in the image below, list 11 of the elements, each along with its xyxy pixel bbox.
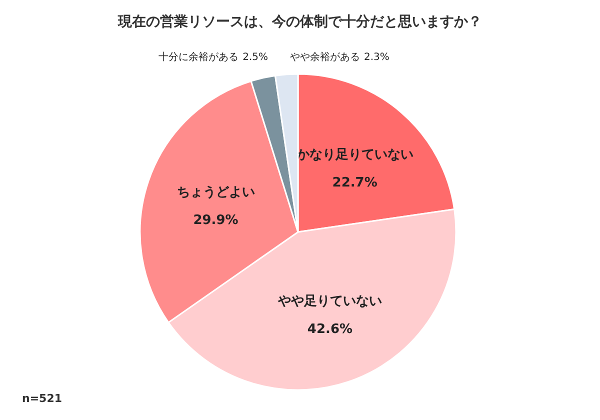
data-label: 22.7% bbox=[332, 175, 378, 190]
data-label: 29.9% bbox=[193, 212, 238, 228]
slice-label: やや余裕がある bbox=[290, 51, 360, 63]
data-label: 42.6% bbox=[307, 322, 353, 337]
text: n=521 bbox=[22, 392, 62, 405]
data-label: 2.5% bbox=[242, 52, 268, 63]
chart-title: 現在の営業リソースは、今の体制で十分だと思いますか？ bbox=[117, 14, 482, 30]
data-label: 2.3% bbox=[364, 52, 390, 63]
slice-label: 十分に余裕がある bbox=[158, 51, 239, 63]
slice-label: やや足りていない bbox=[276, 294, 382, 309]
slice-label: ちょうどよい bbox=[176, 184, 255, 200]
